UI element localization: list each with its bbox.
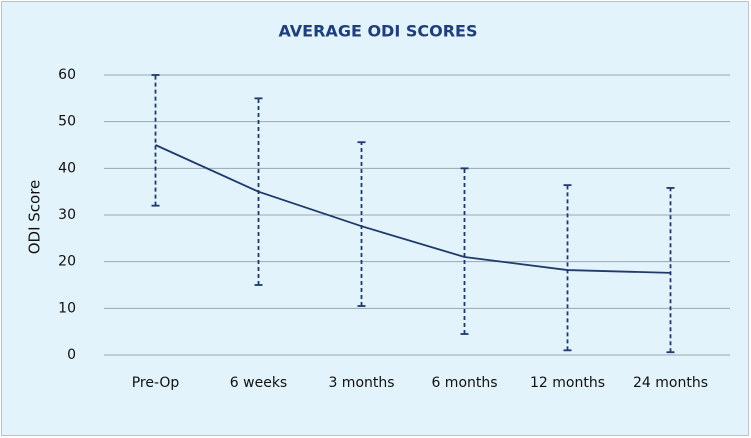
y-tick-label: 20 <box>58 254 76 270</box>
x-tick-label: 6 weeks <box>230 375 287 391</box>
x-tick-label: 12 months <box>530 375 605 391</box>
y-tick-label: 60 <box>58 67 76 83</box>
y-axis-label: ODI Score <box>26 180 44 255</box>
y-tick-label: 50 <box>58 114 76 130</box>
y-tick-label: 30 <box>58 207 76 223</box>
x-tick-label: 6 months <box>431 375 497 391</box>
y-tick-label: 0 <box>67 347 76 363</box>
x-tick-label: Pre-Op <box>132 375 180 391</box>
y-tick-label: 40 <box>58 160 76 176</box>
y-tick-label: 10 <box>58 300 76 316</box>
data-line <box>155 144 671 274</box>
chart-title: AVERAGE ODI SCORES <box>279 22 478 41</box>
x-tick-label: 3 months <box>328 375 394 391</box>
x-tick-label: 24 months <box>633 375 708 391</box>
